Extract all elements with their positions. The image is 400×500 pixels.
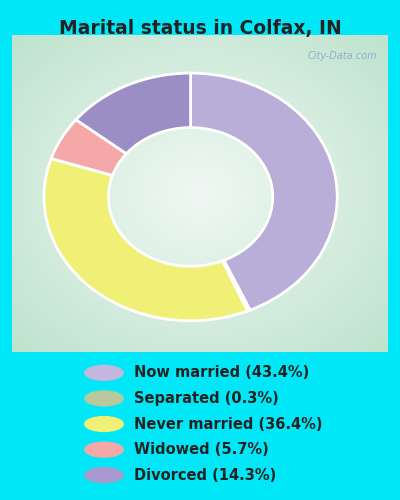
Wedge shape — [76, 73, 190, 154]
Circle shape — [85, 442, 123, 457]
Text: Divorced (14.3%): Divorced (14.3%) — [134, 468, 276, 482]
Text: City-Data.com: City-Data.com — [307, 51, 377, 61]
Circle shape — [85, 366, 123, 380]
Text: Marital status in Colfax, IN: Marital status in Colfax, IN — [59, 19, 341, 38]
Text: Never married (36.4%): Never married (36.4%) — [134, 416, 322, 432]
Wedge shape — [190, 73, 337, 310]
Text: Now married (43.4%): Now married (43.4%) — [134, 366, 309, 380]
Text: Separated (0.3%): Separated (0.3%) — [134, 391, 279, 406]
Wedge shape — [44, 158, 248, 320]
Text: Widowed (5.7%): Widowed (5.7%) — [134, 442, 269, 457]
Wedge shape — [222, 260, 250, 311]
Circle shape — [85, 391, 123, 406]
Wedge shape — [51, 120, 126, 176]
Circle shape — [85, 416, 123, 432]
Circle shape — [85, 468, 123, 482]
